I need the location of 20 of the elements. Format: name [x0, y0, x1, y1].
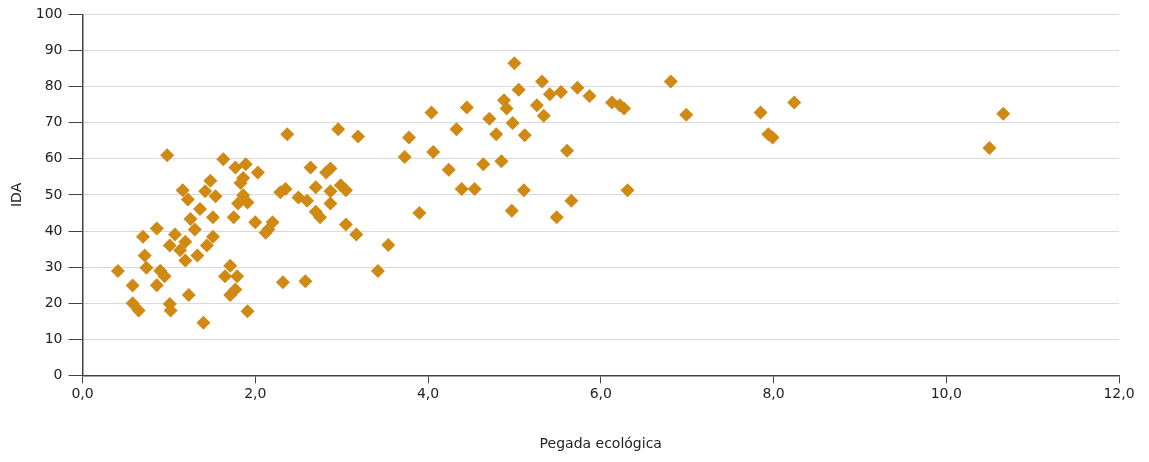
x-tick-label: 12,0	[1103, 385, 1135, 402]
y-tick-label: 60	[44, 149, 63, 166]
y-tick-label: 20	[44, 293, 63, 310]
x-tick-label: 8,0	[762, 385, 785, 402]
y-tick-label: 30	[44, 257, 63, 274]
x-axis-title: Pegada ecológica	[539, 435, 662, 452]
y-axis-title: IDA	[8, 182, 25, 208]
x-tick-label: 4,0	[416, 385, 440, 402]
y-tick-label: 90	[44, 41, 63, 58]
y-tick-label: 70	[44, 113, 63, 130]
x-tick-label: 6,0	[589, 385, 612, 402]
y-tick-label: 0	[53, 366, 63, 383]
y-tick-label: 50	[44, 185, 63, 202]
x-tick-label: 2,0	[244, 385, 267, 402]
y-tick-label: 10	[44, 329, 63, 346]
x-tick-label: 10,0	[930, 385, 962, 402]
x-tick-label: 0,0	[71, 385, 94, 402]
y-tick-label: 80	[44, 77, 63, 94]
y-tick-label: 100	[35, 5, 63, 22]
y-tick-label: 40	[44, 221, 63, 238]
